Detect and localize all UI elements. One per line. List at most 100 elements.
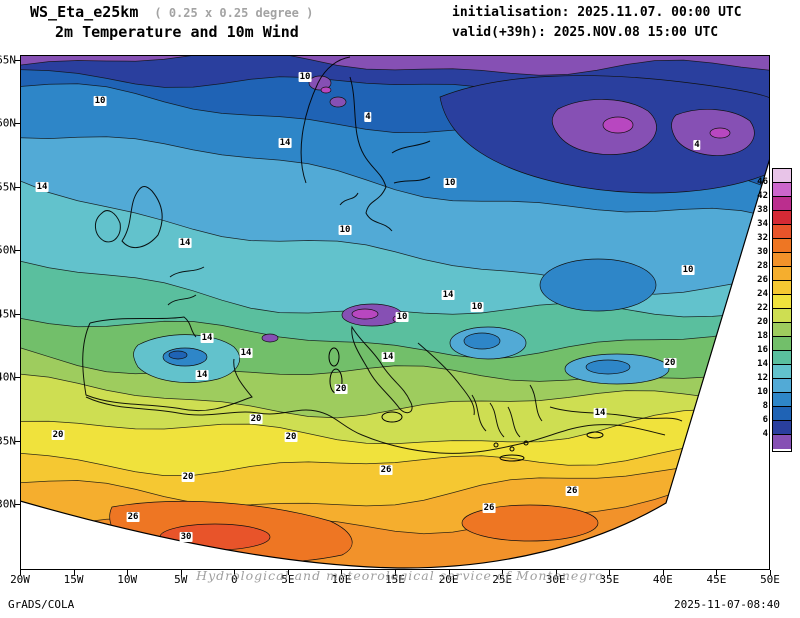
lat-tick bbox=[15, 314, 20, 315]
lon-tick-label: 50E bbox=[760, 573, 780, 586]
legend-value-label: 32 bbox=[757, 233, 768, 243]
lat-tick-label: 40N bbox=[0, 370, 16, 384]
contour-label: 14 bbox=[178, 238, 192, 248]
legend-color-block bbox=[773, 421, 791, 435]
lon-tick bbox=[609, 570, 611, 575]
legend-value-label: 12 bbox=[757, 373, 768, 383]
model-name-text: WS_Eta_e25km bbox=[30, 3, 139, 21]
contour-label: 14 bbox=[593, 408, 607, 418]
legend-value-label: 46 bbox=[757, 177, 768, 187]
color-scale-legend: 46 42 38 34 32 30 28 26 24 22 20 18 16 14 12 10 8 6 4 bbox=[738, 168, 792, 452]
lat-tick-label: 45N bbox=[0, 307, 16, 321]
lat-tick-label: 60N bbox=[0, 116, 16, 130]
temperature-map: 10 10 4 4 14 14 14 10 10 14 10 10 10 20 14 14 14 14 14 20 20… bbox=[20, 55, 770, 570]
contour-label: 10 bbox=[470, 302, 484, 312]
legend-color-block bbox=[773, 169, 791, 183]
legend-color-block bbox=[773, 393, 791, 407]
lon-tick bbox=[770, 570, 771, 575]
product-title: 2m Temperature and 10m Wind bbox=[55, 23, 299, 41]
lat-tick bbox=[15, 504, 20, 505]
contour-label: 20 bbox=[181, 472, 195, 482]
legend-color-block bbox=[773, 323, 791, 337]
legend-value-label: 34 bbox=[757, 219, 768, 229]
legend-value-label: 6 bbox=[762, 415, 768, 425]
contour-label: 14 bbox=[441, 290, 455, 300]
legend-value-label: 30 bbox=[757, 247, 768, 257]
contour-label: 20 bbox=[663, 358, 677, 368]
contour-label: 10 bbox=[298, 72, 312, 82]
lon-tick-label: 10W bbox=[117, 573, 138, 586]
lon-tick-label: 0 bbox=[230, 573, 238, 586]
legend-color-block bbox=[773, 407, 791, 421]
legend-value-label: 22 bbox=[757, 303, 768, 313]
legend-value-label: 28 bbox=[757, 261, 768, 271]
legend-value-label: 10 bbox=[757, 387, 768, 397]
legend-color-block bbox=[773, 295, 791, 309]
contour-label: 20 bbox=[51, 430, 65, 440]
lat-tick-label: 35N bbox=[0, 434, 16, 448]
contour-label: 10 bbox=[338, 225, 352, 235]
lat-tick-label: 50N bbox=[0, 243, 16, 257]
legend-color-block bbox=[773, 281, 791, 295]
legend-color-block bbox=[773, 253, 791, 267]
lon-tick bbox=[341, 570, 343, 575]
lon-tick-label: 15E bbox=[385, 573, 405, 586]
lon-tick bbox=[716, 570, 718, 575]
lon-tick bbox=[127, 570, 129, 575]
contour-label: 26 bbox=[126, 512, 140, 522]
lat-tick bbox=[15, 250, 20, 251]
lon-tick-label: 20W bbox=[10, 573, 30, 586]
lon-tick-label: 30E bbox=[545, 573, 566, 586]
legend-value-label: 18 bbox=[757, 331, 768, 341]
lon-tick-label: 15W bbox=[63, 573, 84, 586]
legend-value-label: 26 bbox=[757, 275, 768, 285]
lon-tick bbox=[234, 570, 236, 575]
contour-label: 20 bbox=[334, 384, 348, 394]
contour-label: 20 bbox=[249, 414, 263, 424]
lon-tick-label: 10E bbox=[331, 573, 352, 586]
contour-label: 10 bbox=[93, 96, 107, 106]
legend-color-block bbox=[773, 197, 791, 211]
lon-tick bbox=[395, 570, 396, 575]
legend-value-label: 38 bbox=[757, 205, 768, 215]
legend-value-label: 14 bbox=[757, 359, 768, 369]
lon-tick-label: 40E bbox=[652, 573, 673, 586]
run-info: initialisation: 2025.11.07. 00:00 UTC va… bbox=[452, 3, 742, 43]
contour-label: 14 bbox=[239, 348, 253, 358]
watermark: Hydrological and meteorological service … bbox=[196, 568, 604, 583]
contour-label: 14 bbox=[278, 138, 292, 148]
legend-value-label: 42 bbox=[757, 191, 768, 201]
contour-label: 14 bbox=[195, 370, 209, 380]
legend-color-block bbox=[773, 365, 791, 379]
legend-value-label: 20 bbox=[757, 317, 768, 327]
lon-tick bbox=[180, 570, 182, 575]
legend-color-block bbox=[773, 351, 791, 365]
lon-tick bbox=[662, 570, 664, 575]
lon-tick bbox=[20, 570, 21, 575]
legend-value-label: 24 bbox=[757, 289, 768, 299]
lon-tick bbox=[287, 570, 289, 575]
contour-label: 26 bbox=[565, 486, 579, 496]
lat-tick bbox=[15, 441, 20, 442]
legend-value-label: 4 bbox=[762, 429, 768, 439]
lon-tick bbox=[555, 570, 557, 575]
generation-timestamp: 2025-11-07-08:40 bbox=[674, 598, 780, 611]
contour-label: 10 bbox=[395, 312, 409, 322]
initialisation-time: initialisation: 2025.11.07. 00:00 UTC bbox=[452, 5, 742, 20]
grads-credit: GrADS/COLA bbox=[8, 598, 75, 611]
lon-tick bbox=[448, 570, 450, 575]
grid-resolution-label: ( 0.25 x 0.25 degree ) bbox=[154, 6, 314, 20]
map-svg bbox=[20, 55, 770, 569]
lat-tick-label: 30N bbox=[0, 497, 16, 511]
lon-tick-label: 25E bbox=[492, 573, 513, 586]
legend-color-block bbox=[773, 309, 791, 323]
legend-value-label: 8 bbox=[762, 401, 768, 411]
legend-color-block bbox=[773, 337, 791, 351]
legend-color-block bbox=[773, 183, 791, 197]
lat-tick bbox=[15, 187, 20, 188]
legend-color-block bbox=[773, 225, 791, 239]
legend-color-block bbox=[773, 379, 791, 393]
contour-label: 14 bbox=[200, 333, 214, 343]
legend-color-block bbox=[773, 239, 791, 253]
lon-tick-label: 45E bbox=[706, 573, 727, 586]
